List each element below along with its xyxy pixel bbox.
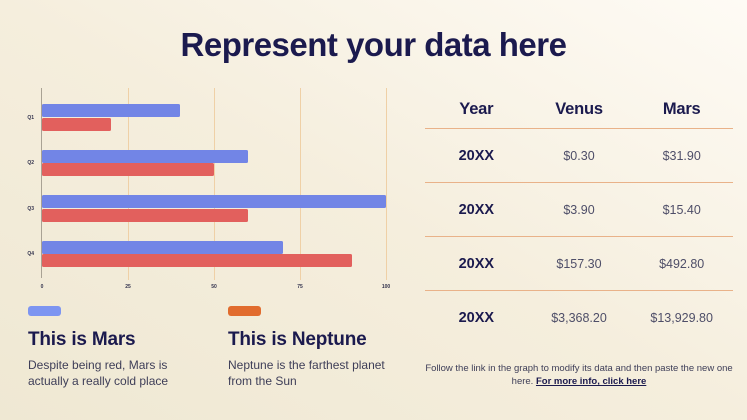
chart-bar: [42, 208, 249, 222]
x-tick-label: 100: [381, 284, 391, 290]
y-axis-line: [41, 88, 42, 278]
chart-gridline: [386, 88, 387, 280]
table-header-row: Year Venus Mars: [425, 90, 733, 129]
x-tick-label: 75: [297, 284, 303, 290]
table-row: 20XX $0.30 $31.90: [425, 129, 733, 183]
bar-chart: Q1 Q2 Q3 Q4 0 25 50 75 100: [0, 84, 420, 300]
table-cell-year: 20XX: [458, 201, 495, 218]
y-category-label: Q2: [27, 160, 34, 166]
table-body: 20XX $0.30 $31.90 20XX $3.90 $15.40 20XX $157.3…: [425, 129, 733, 345]
bar-group: [42, 181, 386, 227]
chart-gridline: [128, 88, 129, 280]
footer-text: Follow the link in the graph to modify i…: [425, 363, 733, 388]
chart-plot: [42, 88, 387, 280]
legend-item-mars: This is Mars Despite being red, Mars is …: [28, 306, 213, 390]
x-tick-label: 50: [211, 284, 217, 290]
chart-categories: Q1 Q2 Q3 Q4: [0, 90, 38, 272]
data-table: Year Venus Mars 20XX $0.30 $31.90 20XX $3.90 $1…: [425, 90, 733, 345]
table-row: 20XX $157.30 $492.80: [425, 237, 733, 291]
chart-bar: [42, 117, 111, 131]
mars-color-swatch: [28, 306, 61, 316]
table-cell-value: $13,929.80: [650, 311, 713, 325]
legend-item-neptune: This is Neptune Neptune is the farthest …: [228, 306, 413, 390]
table-header-cell: Mars: [662, 99, 701, 118]
chart-xticks: 0 25 50 75 100: [40, 278, 391, 292]
y-category-label: Q3: [27, 205, 34, 212]
table-cell-year: 20XX: [458, 147, 495, 164]
table-header-cell: Venus: [555, 99, 603, 118]
table-cell-value: $15.40: [662, 202, 701, 217]
bar-group: [42, 227, 386, 273]
legend-title-mars: This is Mars: [28, 329, 136, 350]
table-cell-year: 20XX: [458, 255, 495, 272]
y-category-label: Q4: [27, 251, 34, 257]
page-title: Represent your data here: [180, 26, 567, 63]
table-row: 20XX $3,368.20 $13,929.80: [425, 291, 733, 345]
chart-bar: [42, 254, 352, 268]
legend-title-neptune: This is Neptune: [228, 329, 367, 350]
chart-bar: [42, 104, 180, 117]
bar-group: [42, 136, 386, 182]
more-info-link[interactable]: For more info, click here: [535, 376, 647, 388]
y-category-label: Q1: [27, 114, 34, 121]
table-header-cell: Year: [459, 99, 494, 118]
chart-bar: [42, 163, 214, 177]
bar-group: [42, 90, 386, 136]
x-tick-label: 25: [125, 284, 131, 290]
chart-bar: [42, 195, 386, 208]
table-cell-value: $3.90: [563, 202, 595, 217]
table-row: 20XX $3.90 $15.40: [425, 183, 733, 237]
chart-bar: [42, 149, 249, 163]
table-cell-value: $31.90: [662, 148, 701, 163]
table-cell-value: $0.30: [563, 148, 595, 163]
chart-gridline: [214, 88, 215, 280]
chart-gridline: [300, 88, 301, 280]
legend-description-mars: Despite being red, Mars is actually a re…: [28, 358, 169, 388]
table-cell-value: $492.80: [659, 256, 705, 271]
chart-bar: [42, 240, 283, 254]
table-cell-value: $3,368.20: [551, 311, 607, 325]
x-tick-label: 0: [40, 284, 44, 290]
table-cell-value: $157.30: [556, 256, 602, 271]
legend-description-neptune: Neptune is the farthest planet from the …: [228, 358, 385, 388]
table-cell-year: 20XX: [458, 310, 495, 326]
footer-note: Follow the link in the graph to modify i…: [425, 362, 733, 389]
neptune-color-swatch: [228, 306, 261, 316]
